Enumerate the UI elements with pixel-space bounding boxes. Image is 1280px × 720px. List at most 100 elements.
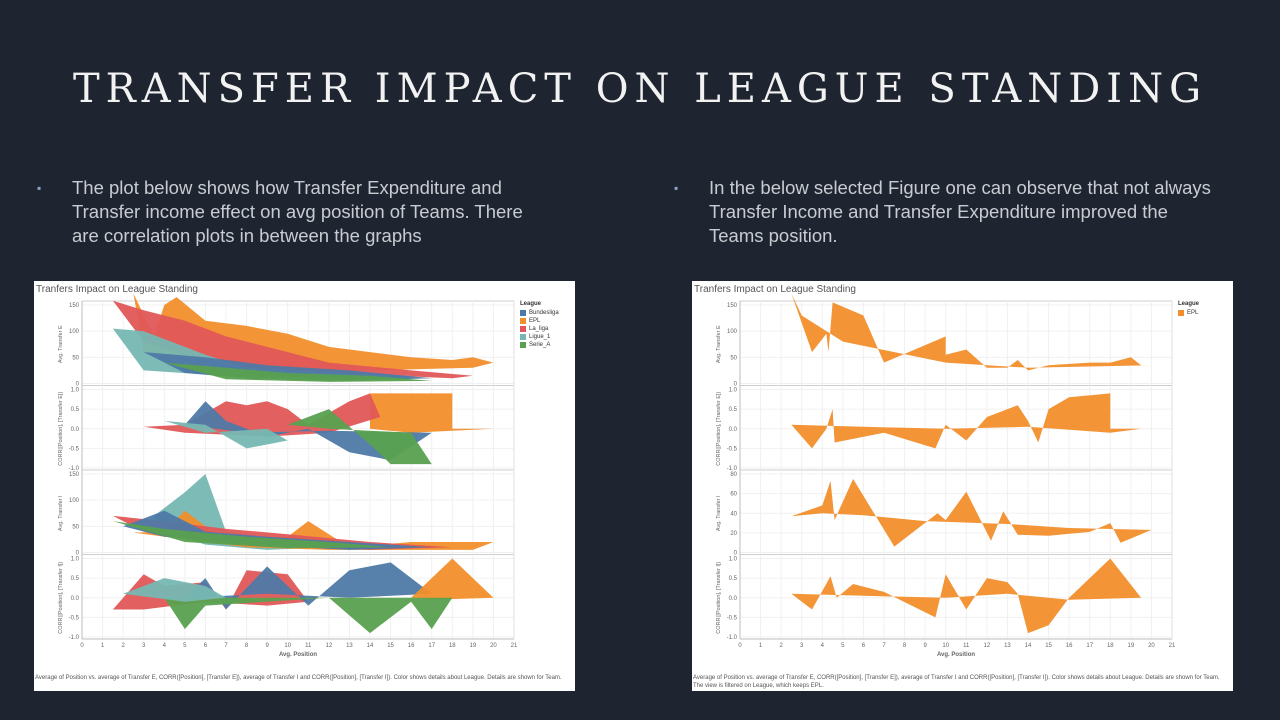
y-tick-label: 0.5 [71, 407, 80, 413]
y-tick-label: 40 [730, 511, 737, 517]
area-mark-serie-a[interactable] [164, 597, 453, 634]
x-tick-label: 11 [963, 643, 970, 649]
x-tick-label: 4 [163, 643, 167, 649]
x-tick-label: 2 [121, 643, 125, 649]
area-mark-serie-a[interactable] [287, 409, 432, 465]
chart-plot-epl[interactable]: 150 100 50 0 Avg. Transfer E 1.0 0.5 0.0 -0.5 -1.… [692, 281, 1233, 691]
x-tick-label: 10 [942, 643, 949, 649]
x-tick-label: 12 [326, 643, 333, 649]
area-mark-serie-a[interactable] [112, 521, 391, 549]
x-tick-label: 20 [1148, 643, 1155, 649]
legend-item-epl[interactable]: EPL [1178, 309, 1199, 317]
bullet-left: ▪ The plot below shows how Transfer Expe… [37, 176, 542, 248]
area-mark-epl[interactable] [791, 393, 1142, 449]
area-mark-ligue-1[interactable] [164, 420, 288, 449]
x-tick-label: 8 [903, 643, 907, 649]
y-tick-label: -1.0 [727, 466, 738, 472]
y-tick-label: 150 [69, 472, 80, 478]
x-tick-label: 17 [1086, 643, 1093, 649]
x-tick-label: 5 [183, 643, 187, 649]
y-tick-label: 50 [72, 355, 79, 361]
x-tick-label: 3 [142, 643, 146, 649]
area-mark-bundesliga[interactable] [184, 401, 432, 461]
y-tick-label: 150 [727, 303, 738, 309]
x-tick-label: 15 [1045, 643, 1052, 649]
y-axis-label: Avg. Transfer I [716, 495, 722, 531]
x-tick-label: 6 [204, 643, 208, 649]
legend-item-la-liga[interactable]: La_liga [520, 325, 559, 333]
bullet-right-text: In the below selected Figure one can obs… [709, 177, 1211, 246]
x-tick-label: 19 [470, 643, 477, 649]
legend-title: League [520, 301, 542, 307]
legend-item-ligue-1[interactable]: Ligue_1 [520, 333, 559, 341]
legend-item-epl[interactable]: EPL [520, 317, 559, 325]
chart-panel-all-leagues[interactable]: Tranfers Impact on League Standing 150 1 0… [34, 281, 575, 691]
x-tick-label: 6 [862, 643, 866, 649]
y-tick-label: 0 [76, 382, 80, 388]
y-tick-label: -0.5 [69, 446, 80, 452]
y-tick-label: -1.0 [69, 635, 80, 641]
y-tick-label: -1.0 [727, 635, 738, 641]
x-tick-label: 19 [1128, 643, 1135, 649]
legend-item-bundesliga[interactable]: Bundesliga [520, 309, 559, 317]
x-tick-label: 1 [101, 643, 105, 649]
y-tick-label: -1.0 [69, 466, 80, 472]
chart-panel-epl[interactable]: Tranfers Impact on League Standing 150 10… [692, 281, 1233, 691]
area-mark-bundesliga[interactable] [184, 562, 432, 610]
area-mark-ligue-1[interactable] [123, 578, 226, 602]
y-tick-label: 0.0 [71, 596, 80, 602]
chart-plot-all-leagues[interactable]: 150 1 0 0 50 0 Avg. Transfer E 1.0 0.5 0.0 -0.5 -1.… [34, 281, 575, 691]
y-tick-label: 1.0 [729, 388, 738, 394]
x-tick-label: 21 [511, 643, 518, 649]
y-tick-label: -0.5 [727, 446, 738, 452]
y-tick-label: 50 [72, 524, 79, 530]
y-tick-label: 1.0 [729, 557, 738, 563]
x-tick-label: 13 [346, 643, 353, 649]
y-axis-label: Avg. Transfer E [58, 325, 64, 363]
legend-swatch [520, 334, 526, 340]
x-tick-label: 3 [800, 643, 804, 649]
x-tick-label: 0 [80, 643, 84, 649]
chart-title: Tranfers Impact on League Standing [36, 284, 198, 295]
x-tick-label: 2 [779, 643, 783, 649]
chart-footer: Average of Position vs. average of Trans… [35, 675, 562, 681]
x-tick-label: 18 [1107, 643, 1114, 649]
y-axis-label: CORR([Position], [Transfer I]) [716, 562, 722, 634]
y-tick-label: 0.5 [71, 576, 80, 582]
x-tick-label: 16 [1066, 643, 1073, 649]
slide-title: TRANSFER IMPACT ON LEAGUE STANDING [72, 66, 1208, 112]
area-mark-epl[interactable] [791, 478, 1152, 547]
area-mark-epl[interactable] [370, 393, 494, 433]
y-tick-label: 0.5 [729, 576, 738, 582]
area-mark-la-liga[interactable] [112, 300, 473, 379]
y-tick-label: 100 [727, 329, 738, 335]
legend-swatch [520, 310, 526, 316]
chart-legend[interactable]: League Bundesliga EPL La_liga Ligue_1 Se… [520, 301, 559, 349]
y-tick-label: 0 [734, 382, 738, 388]
area-mark-epl[interactable] [791, 558, 1142, 634]
chart-legend[interactable]: League EPL [1178, 301, 1199, 317]
x-tick-label: 11 [305, 643, 312, 649]
y-tick-label: 0.0 [729, 427, 738, 433]
y-tick-label: 0.5 [729, 407, 738, 413]
y-tick-label: 80 [730, 472, 737, 478]
y-axis-label: Avg. Transfer E [716, 325, 722, 363]
legend-swatch [1178, 310, 1184, 316]
chart-footer: Average of Position vs. average of Trans… [693, 675, 1220, 689]
y-tick-label: 1.0 [71, 388, 80, 394]
x-tick-label: 20 [490, 643, 497, 649]
x-tick-label: 14 [367, 643, 374, 649]
area-mark-serie-a[interactable] [164, 362, 432, 382]
y-tick-label: 20 [730, 531, 737, 537]
x-axis-label: Avg. Position [937, 652, 975, 658]
area-mark-epl[interactable] [791, 293, 1152, 371]
y-tick-label: 0 [76, 551, 80, 557]
x-tick-label: 17 [428, 643, 435, 649]
legend-swatch [520, 342, 526, 348]
y-tick-label: -0.5 [69, 615, 80, 621]
area-mark-epl[interactable] [370, 558, 494, 600]
legend-item-serie-a[interactable]: Serie_A [520, 341, 559, 349]
y-tick-label: 1.0 [71, 557, 80, 563]
y-tick-label: 50 [730, 355, 737, 361]
x-tick-label: 7 [882, 643, 886, 649]
